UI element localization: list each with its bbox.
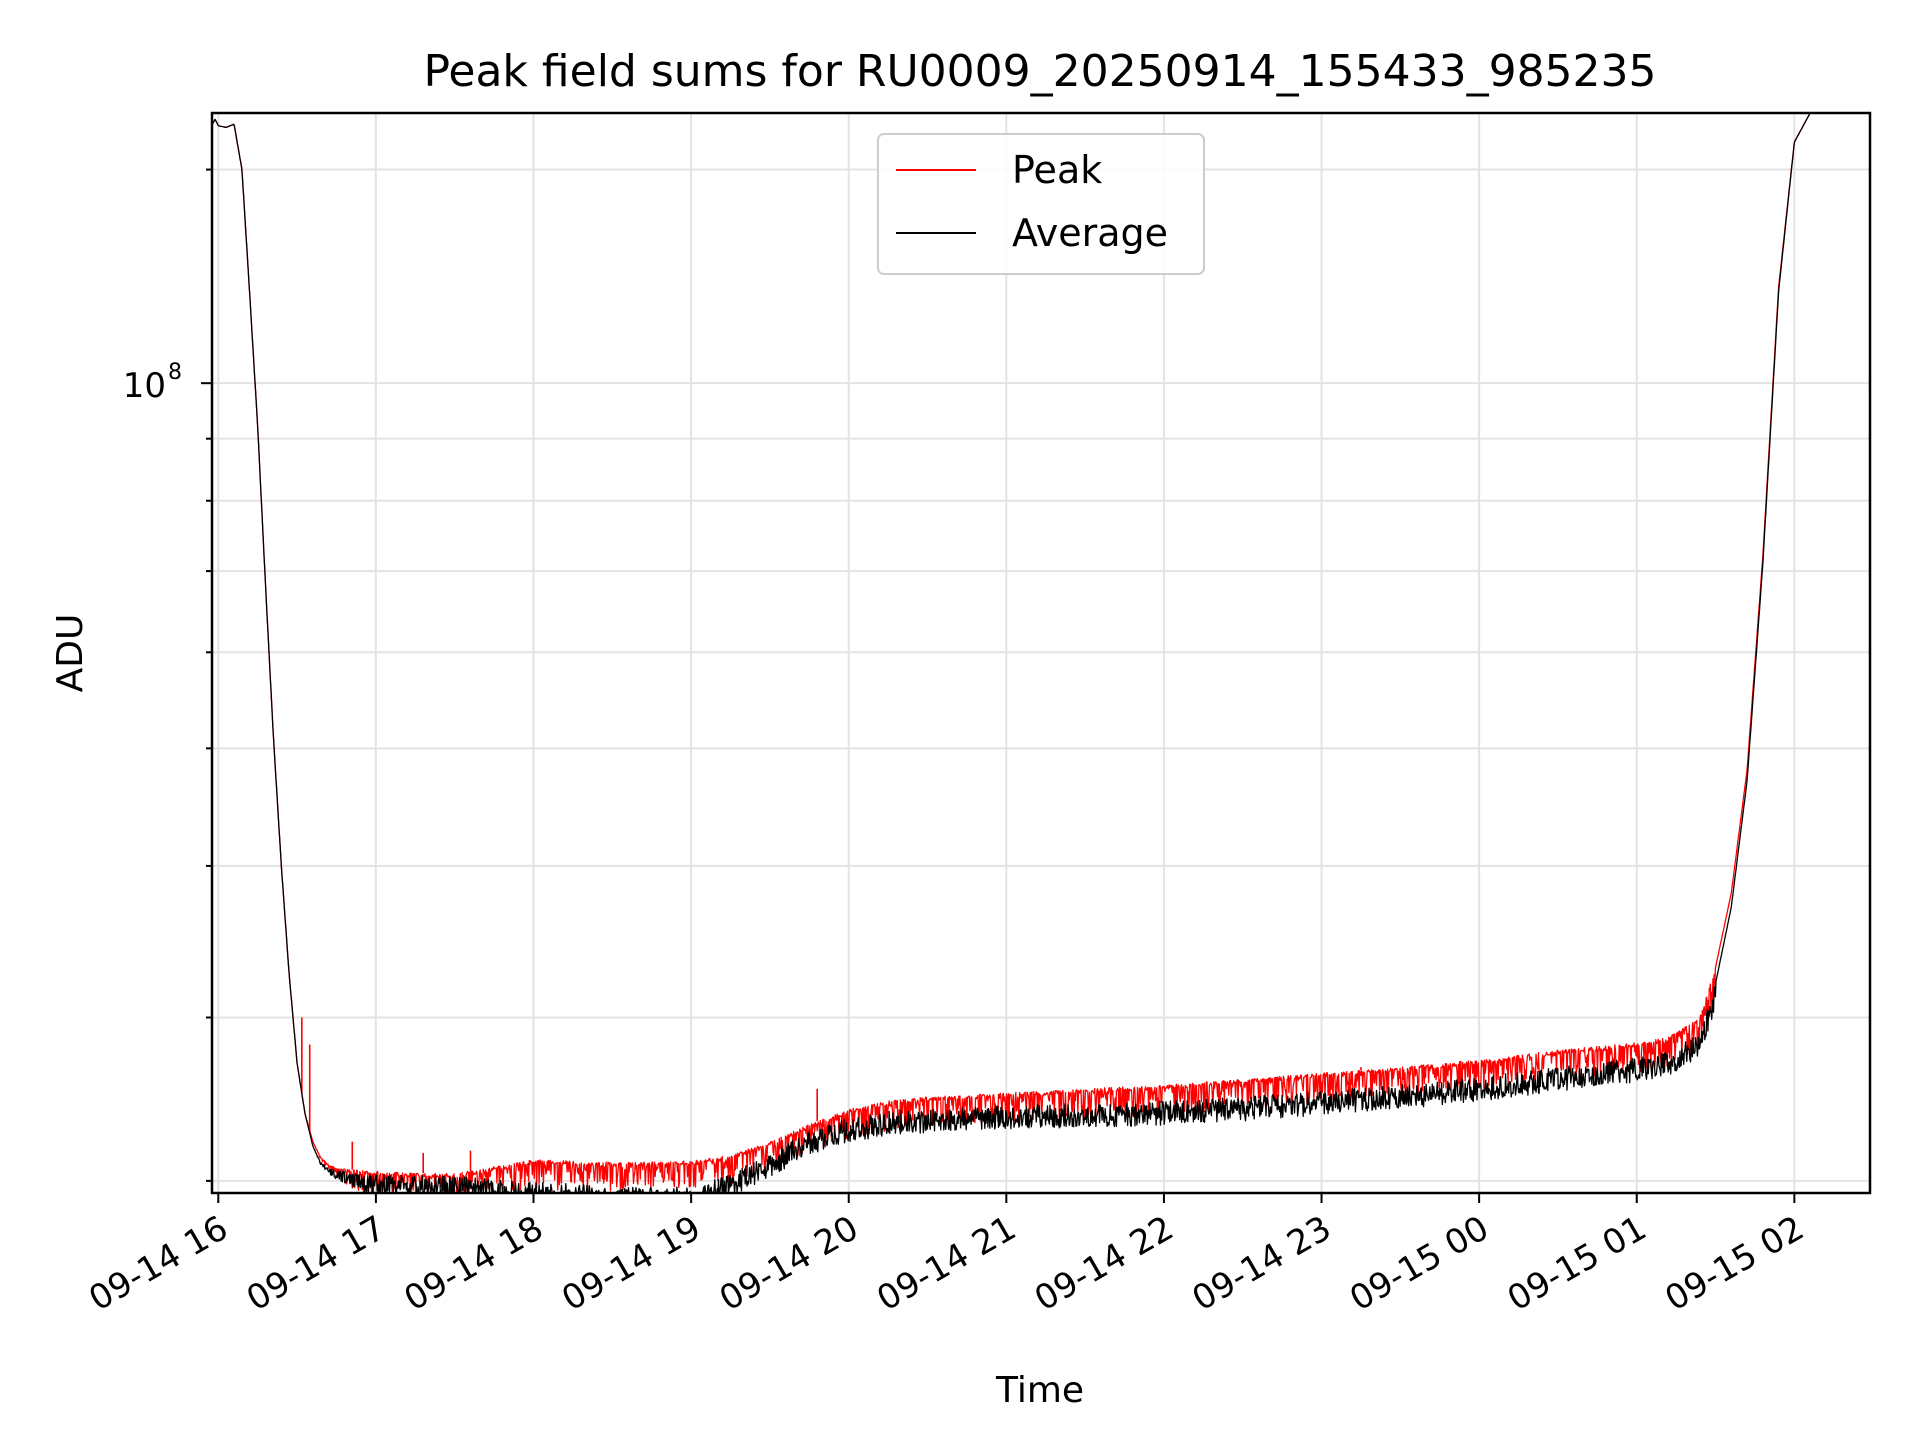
chart-title: Peak field sums for RU0009_20250914_1554… — [423, 46, 1656, 97]
y-tick-label-base: 10 — [123, 366, 166, 406]
y-tick-label-exponent: 8 — [168, 360, 182, 385]
legend-peak-label: Peak — [1012, 148, 1102, 192]
grid — [212, 113, 1870, 1193]
legend: Peak Average — [877, 133, 1205, 275]
series-line-average — [211, 112, 1826, 1194]
y-axis-label: ADU — [50, 614, 91, 693]
legend-average-label: Average — [1012, 211, 1168, 255]
series-layer — [211, 112, 1826, 1194]
x-axis-label: Time — [995, 1370, 1084, 1411]
